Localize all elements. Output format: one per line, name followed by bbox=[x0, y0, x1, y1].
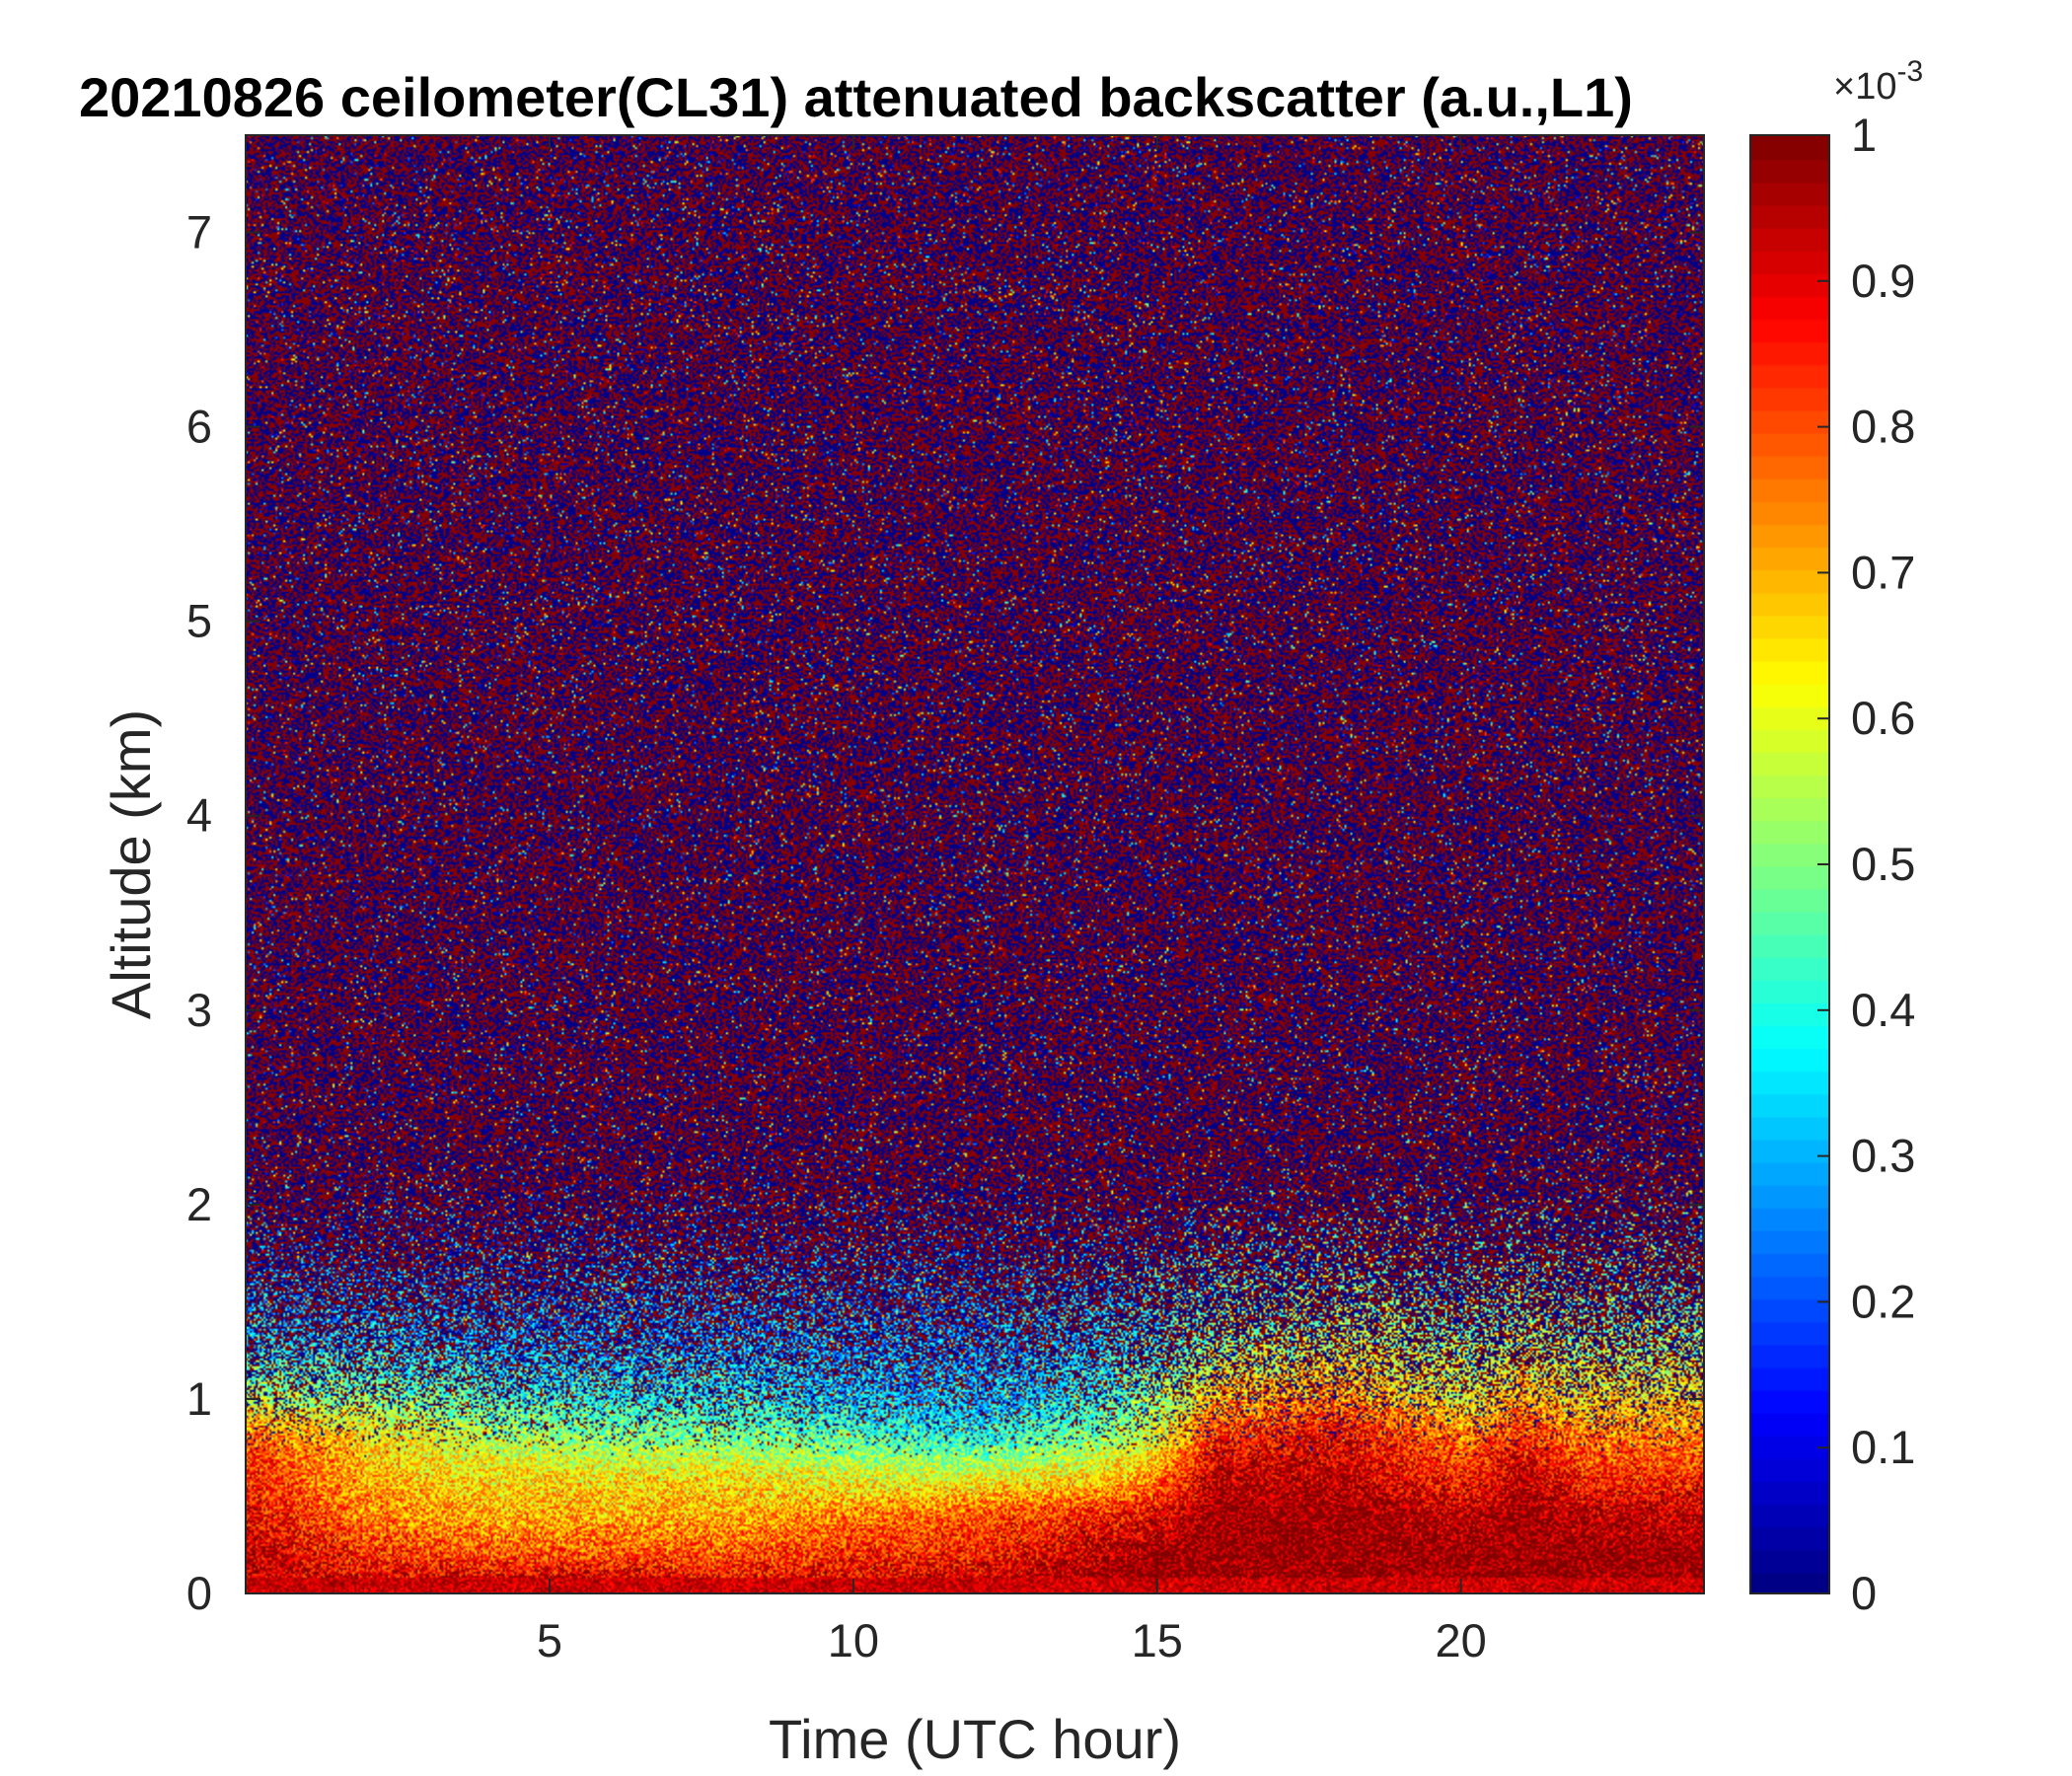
colorbar-ticks: 0 0.1 0.2 0.3 0.4 0.5 0.6 0.7 0.8 0.9 1 bbox=[1817, 109, 1915, 1619]
chart-title: 20210826 ceilometer(CL31) attenuated bac… bbox=[79, 66, 1633, 128]
backscatter-heatmap bbox=[246, 135, 1704, 1593]
y-axis-ticks: 0 1 2 3 4 5 6 7 bbox=[186, 206, 1704, 1619]
colorbar-tick-label: 0 bbox=[1851, 1567, 1877, 1619]
axes-frame bbox=[245, 134, 1830, 1594]
y-tick-label: 3 bbox=[186, 984, 212, 1036]
colorbar-tick-label: 0.6 bbox=[1851, 692, 1915, 744]
y-tick-label: 0 bbox=[186, 1567, 212, 1619]
x-tick-label: 15 bbox=[1132, 1614, 1183, 1666]
x-axis-label: Time (UTC hour) bbox=[769, 1708, 1181, 1770]
colorbar-tick-label: 0.3 bbox=[1851, 1130, 1915, 1182]
y-tick-label: 6 bbox=[186, 401, 212, 453]
colorbar-scale-prefix: ×10 bbox=[1833, 66, 1896, 108]
colorbar-gradient bbox=[1750, 135, 1829, 1593]
colorbar-tick-label: 0.5 bbox=[1851, 838, 1915, 890]
colorbar-tick-label: 0.9 bbox=[1851, 255, 1915, 307]
y-tick-label: 5 bbox=[186, 595, 212, 647]
x-tick-label: 20 bbox=[1436, 1614, 1487, 1666]
colorbar-tick-label: 1 bbox=[1851, 109, 1877, 161]
x-tick-label: 10 bbox=[828, 1614, 879, 1666]
y-axis-label: Altitude (km) bbox=[100, 709, 162, 1019]
y-tick-label: 2 bbox=[186, 1178, 212, 1230]
svg-text:×10-3: ×10-3 bbox=[1833, 55, 1923, 108]
colorbar-tick-label: 0.4 bbox=[1851, 984, 1915, 1036]
colorbar-scale-exponent: -3 bbox=[1896, 55, 1923, 88]
colorbar-tick-label: 0.1 bbox=[1851, 1421, 1915, 1473]
y-tick-label: 4 bbox=[186, 789, 212, 842]
plot-area-border bbox=[245, 134, 1705, 1594]
y-tick-label: 1 bbox=[186, 1372, 212, 1425]
colorbar-scale-label: ×10-3 bbox=[1833, 55, 1923, 108]
x-axis-ticks: 5 10 15 20 bbox=[537, 135, 1487, 1666]
y-tick-label: 7 bbox=[186, 206, 212, 259]
colorbar-tick-label: 0.7 bbox=[1851, 546, 1915, 598]
colorbar-tick-label: 0.2 bbox=[1851, 1275, 1915, 1327]
x-tick-label: 5 bbox=[537, 1614, 562, 1666]
colorbar-tick-label: 0.8 bbox=[1851, 401, 1915, 453]
